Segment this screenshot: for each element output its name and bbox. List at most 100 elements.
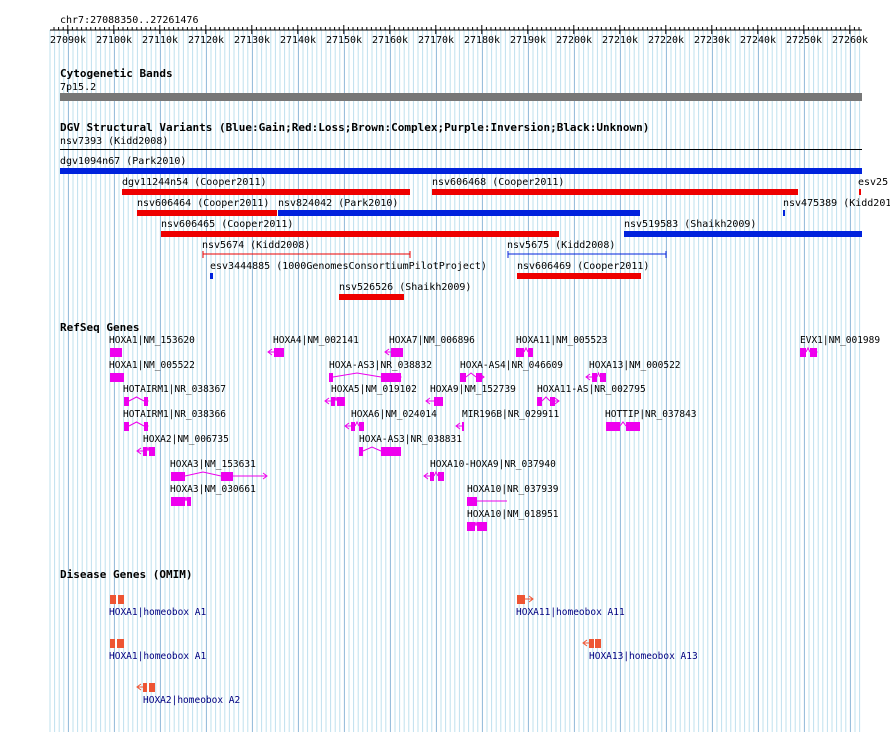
refseq-gene-glyph[interactable] bbox=[327, 371, 407, 383]
dgv-feature-nsv606468[interactable] bbox=[432, 189, 798, 195]
dgv-label-nsv7393[interactable]: nsv7393 (Kidd2008) bbox=[60, 136, 169, 147]
refseq-gene-glyph[interactable] bbox=[422, 470, 516, 482]
refseq-gene-label[interactable]: HOXA1|NM_005522 bbox=[109, 360, 195, 371]
dgv-label-nsv606468[interactable]: nsv606468 (Cooper2011) bbox=[432, 177, 565, 188]
refseq-gene-glyph[interactable] bbox=[122, 420, 154, 432]
refseq-gene-exon bbox=[460, 373, 466, 382]
omim-gene-glyph[interactable] bbox=[581, 637, 607, 649]
refseq-gene-label[interactable]: HOXA3|NM_030661 bbox=[170, 484, 256, 495]
refseq-gene-label[interactable]: MIR196B|NR_029911 bbox=[462, 409, 560, 420]
dgv-feature-nsv5675[interactable] bbox=[506, 250, 670, 260]
refseq-gene-intron bbox=[474, 521, 478, 527]
refseq-gene-glyph[interactable] bbox=[169, 470, 273, 482]
refseq-gene-exon bbox=[430, 472, 434, 481]
refseq-gene-label[interactable]: HOXA5|NM_019102 bbox=[331, 384, 417, 395]
dgv-label-nsv526526[interactable]: nsv526526 (Shaikh2009) bbox=[339, 282, 472, 293]
omim-gene-label[interactable]: HOXA1|homeobox A1 bbox=[109, 651, 207, 662]
ruler-tick-label: 27190k bbox=[509, 35, 547, 46]
cytoband-bar[interactable] bbox=[60, 93, 862, 101]
refseq-gene-label[interactable]: HOXA11|NM_005523 bbox=[516, 335, 608, 346]
omim-gene-glyph[interactable] bbox=[108, 637, 130, 649]
refseq-gene-label[interactable]: EVX1|NM_001989 bbox=[800, 335, 881, 346]
dgv-feature-nsv606464[interactable] bbox=[137, 210, 277, 216]
refseq-gene-label[interactable]: HOXA11-AS|NR_002795 bbox=[537, 384, 646, 395]
refseq-gene-glyph[interactable] bbox=[108, 371, 130, 383]
refseq-gene-glyph[interactable] bbox=[266, 346, 290, 358]
dgv-label-esv3444885[interactable]: esv3444885 (1000GenomesConsortiumPilotPr… bbox=[210, 261, 487, 272]
refseq-gene-glyph[interactable] bbox=[535, 395, 565, 407]
refseq-gene-exon bbox=[124, 397, 129, 406]
omim-gene-glyph[interactable] bbox=[135, 681, 161, 693]
refseq-gene-label[interactable]: HOXA10|NM_018951 bbox=[467, 509, 559, 520]
omim-gene-label[interactable]: HOXA11|homeobox A11 bbox=[516, 607, 625, 618]
ruler-tick-label: 27170k bbox=[417, 35, 455, 46]
dgv-feature-esv25[interactable] bbox=[859, 189, 861, 195]
refseq-gene-label[interactable]: HOXA9|NM_152739 bbox=[430, 384, 516, 395]
dgv-feature-nsv606469[interactable] bbox=[517, 273, 641, 279]
refseq-gene-exon bbox=[171, 472, 185, 481]
refseq-gene-glyph[interactable] bbox=[108, 346, 128, 358]
dgv-feature-esv3444885[interactable] bbox=[210, 273, 213, 279]
dgv-label-nsv606464[interactable]: nsv606464 (Cooper2011) bbox=[137, 198, 270, 209]
refseq-gene-glyph[interactable] bbox=[465, 495, 513, 507]
refseq-gene-label[interactable]: HOXA7|NM_006896 bbox=[389, 335, 475, 346]
dgv-feature-nsv606465[interactable] bbox=[161, 231, 559, 237]
refseq-gene-label[interactable]: HOXA-AS3|NR_038831 bbox=[359, 434, 462, 445]
dgv-label-esv25[interactable]: esv25 bbox=[858, 177, 889, 188]
ruler-tick-label: 27120k bbox=[187, 35, 225, 46]
dgv-label-nsv606469[interactable]: nsv606469 (Cooper2011) bbox=[517, 261, 650, 272]
refseq-gene-glyph[interactable] bbox=[383, 346, 409, 358]
refseq-gene-label[interactable]: HOXA-AS4|NR_046609 bbox=[460, 360, 563, 371]
refseq-gene-label[interactable]: HOXA1|NM_153620 bbox=[109, 335, 195, 346]
refseq-gene-glyph[interactable] bbox=[798, 346, 823, 358]
dgv-feature-nsv526526[interactable] bbox=[339, 294, 404, 300]
refseq-gene-label[interactable]: HOTTIP|NR_037843 bbox=[605, 409, 697, 420]
refseq-gene-exon bbox=[516, 348, 524, 357]
refseq-gene-label[interactable]: HOTAIRM1|NR_038366 bbox=[123, 409, 226, 420]
refseq-gene-label[interactable]: HOXA4|NM_002141 bbox=[273, 335, 359, 346]
refseq-gene-glyph[interactable] bbox=[514, 346, 539, 358]
refseq-gene-label[interactable]: HOTAIRM1|NR_038367 bbox=[123, 384, 226, 395]
refseq-gene-glyph[interactable] bbox=[604, 420, 646, 432]
refseq-gene-intron bbox=[465, 372, 477, 378]
dgv-feature-nsv7393[interactable] bbox=[60, 149, 862, 150]
refseq-gene-label[interactable]: HOXA10|NR_037939 bbox=[467, 484, 559, 495]
refseq-gene-label[interactable]: HOXA3|NM_153631 bbox=[170, 459, 256, 470]
omim-gene-exon bbox=[149, 683, 155, 692]
dgv-label-dgv11244n54[interactable]: dgv11244n54 (Cooper2011) bbox=[122, 177, 267, 188]
refseq-gene-label[interactable]: HOXA2|NM_006735 bbox=[143, 434, 229, 445]
omim-gene-glyph[interactable] bbox=[108, 593, 130, 605]
dgv-feature-dgv1094n67[interactable] bbox=[60, 168, 862, 174]
omim-gene-glyph[interactable] bbox=[515, 593, 539, 605]
dgv-label-nsv475389[interactable]: nsv475389 (Kidd201 bbox=[783, 198, 890, 209]
omim-gene-label[interactable]: HOXA2|homeobox A2 bbox=[143, 695, 241, 706]
refseq-gene-label[interactable]: HOXA13|NM_000522 bbox=[589, 360, 681, 371]
dgv-label-nsv5675[interactable]: nsv5675 (Kidd2008) bbox=[507, 240, 616, 251]
dgv-feature-nsv5674[interactable] bbox=[201, 250, 413, 260]
refseq-gene-glyph[interactable] bbox=[357, 445, 407, 457]
dgv-label-dgv1094n67[interactable]: dgv1094n67 (Park2010) bbox=[60, 156, 187, 167]
refseq-gene-label[interactable]: HOXA-AS3|NR_038832 bbox=[329, 360, 432, 371]
refseq-gene-glyph[interactable] bbox=[135, 445, 161, 457]
omim-gene-label[interactable]: HOXA1|homeobox A1 bbox=[109, 607, 207, 618]
refseq-gene-glyph[interactable] bbox=[323, 395, 351, 407]
refseq-gene-glyph[interactable] bbox=[343, 420, 371, 432]
refseq-gene-label[interactable]: HOXA10-HOXA9|NR_037940 bbox=[430, 459, 556, 470]
dgv-feature-nsv824042[interactable] bbox=[278, 210, 640, 216]
dgv-label-nsv519583[interactable]: nsv519583 (Shaikh2009) bbox=[624, 219, 757, 230]
refseq-gene-glyph[interactable] bbox=[169, 495, 239, 507]
dgv-label-nsv606465[interactable]: nsv606465 (Cooper2011) bbox=[161, 219, 294, 230]
dgv-feature-nsv519583[interactable] bbox=[624, 231, 862, 237]
refseq-gene-glyph[interactable] bbox=[458, 371, 490, 383]
dgv-feature-nsv475389[interactable] bbox=[783, 210, 785, 216]
refseq-gene-label[interactable]: HOXA6|NM_024014 bbox=[351, 409, 437, 420]
refseq-gene-glyph[interactable] bbox=[454, 420, 470, 432]
omim-gene-label[interactable]: HOXA13|homeobox A13 bbox=[589, 651, 698, 662]
refseq-gene-glyph[interactable] bbox=[122, 395, 154, 407]
refseq-gene-glyph[interactable] bbox=[424, 395, 450, 407]
dgv-label-nsv824042[interactable]: nsv824042 (Park2010) bbox=[278, 198, 399, 209]
dgv-feature-dgv11244n54[interactable] bbox=[122, 189, 410, 195]
refseq-gene-glyph[interactable] bbox=[465, 520, 493, 532]
refseq-gene-glyph[interactable] bbox=[584, 371, 612, 383]
dgv-label-nsv5674[interactable]: nsv5674 (Kidd2008) bbox=[202, 240, 311, 251]
